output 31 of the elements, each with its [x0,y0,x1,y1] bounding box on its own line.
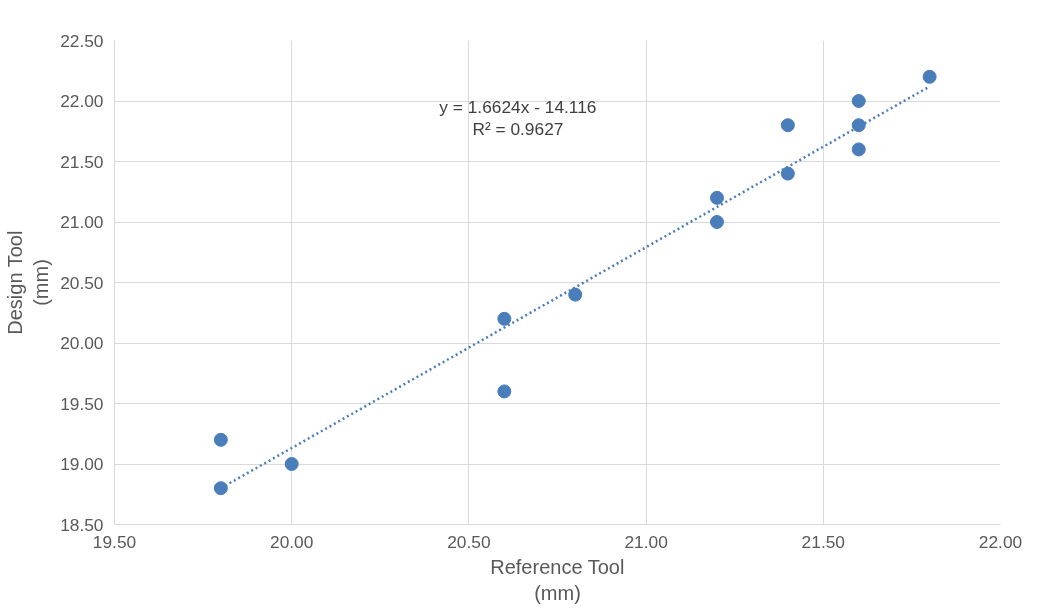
point [213,481,228,496]
y-tick-label: 20.00 [60,333,104,353]
y-axis-title: Design Tool (mm) [3,230,53,335]
point [780,166,795,181]
point [851,142,866,157]
y-tick-label: 21.00 [60,212,104,232]
x-axis-title: Reference Tool (mm) [490,555,625,604]
point [851,118,866,133]
annotation: y = 1.6624x - 14.116 [439,96,597,117]
point [709,215,724,229]
point [851,94,866,108]
y-tick-label: 22.50 [60,30,104,51]
x-tick-label: 21.00 [624,531,668,552]
annotation: R² = 0.9627 [472,118,564,139]
x-tick-label: 20.50 [447,531,491,552]
y-tick-label: 21.50 [60,151,104,172]
y-tick-label: 19.50 [60,393,104,414]
point [568,287,583,302]
point [284,457,299,471]
y-tick-label: 19.00 [60,454,104,474]
point [497,311,512,326]
point [213,432,228,447]
y-tick-label: 20.50 [60,272,104,293]
point [780,118,795,133]
x-tick-label: 22.00 [978,531,1023,552]
y-tick-label: 22.00 [60,91,104,111]
point [922,69,937,84]
point [709,190,724,205]
point [497,384,512,399]
x-tick-label: 20.00 [270,531,314,552]
x-tick-label: 21.50 [801,531,845,552]
